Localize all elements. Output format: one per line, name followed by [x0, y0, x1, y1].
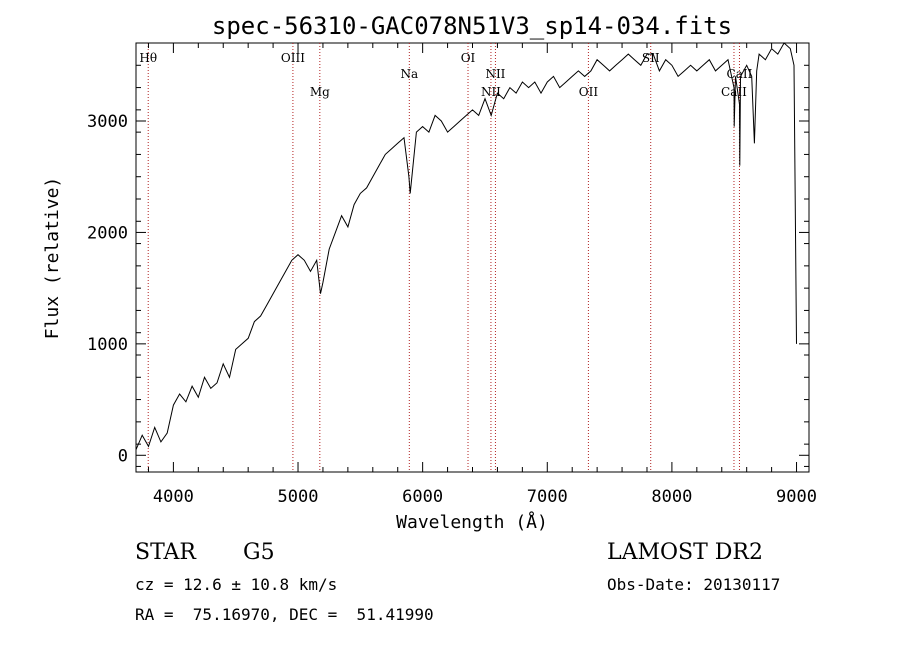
- x-tick-label: 4000: [153, 487, 194, 507]
- object-class: STAR: [135, 540, 196, 565]
- x-tick-label: 5000: [278, 487, 319, 507]
- x-tick-label: 7000: [527, 487, 568, 507]
- line-marker-label: Hθ: [139, 51, 157, 65]
- x-tick-label: 9000: [776, 487, 817, 507]
- y-tick-label: 0: [118, 446, 128, 466]
- y-axis-label: Flux (relative): [42, 177, 63, 340]
- survey-name: LAMOST DR2: [607, 540, 763, 565]
- y-tick-label: 1000: [87, 335, 128, 355]
- x-tick-label: 6000: [402, 487, 443, 507]
- flux-series-line: [135, 42, 797, 450]
- line-marker-label: Na: [400, 67, 418, 81]
- x-axis-label: Wavelength (Å): [396, 511, 548, 533]
- line-marker-label: OII: [579, 85, 599, 99]
- y-tick-label: 2000: [87, 223, 128, 243]
- spectral-subclass: G5: [243, 540, 275, 565]
- y-tick-label: 3000: [87, 112, 128, 132]
- line-marker-label: NII: [481, 85, 501, 99]
- line-marker-label: CaII: [727, 67, 753, 81]
- line-marker-label: Mg: [310, 85, 330, 99]
- coordinates: RA = 75.16970, DEC = 51.41990: [135, 605, 434, 624]
- redshift-cz: cz = 12.6 ± 10.8 km/s: [135, 575, 338, 594]
- axis-ticks: 4000 5000 6000 7000 8000 9000 0 1000 2000 3000: [87, 43, 817, 507]
- line-marker-label: NII: [485, 67, 505, 81]
- line-marker-label: OI: [461, 51, 476, 65]
- line-marker-label: OIII: [281, 51, 305, 65]
- observation-date: Obs-Date: 20130117: [607, 575, 781, 594]
- plot-frame: [135, 42, 810, 473]
- x-tick-label: 8000: [651, 487, 692, 507]
- chart-title: spec-56310-GAC078N51V3_sp14-034.fits: [212, 12, 732, 40]
